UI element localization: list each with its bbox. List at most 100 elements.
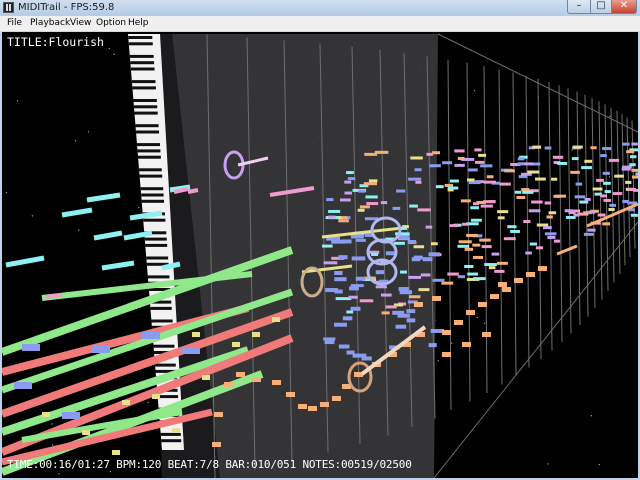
distant-note bbox=[402, 225, 409, 229]
note-block bbox=[502, 287, 511, 292]
menu-view[interactable]: View bbox=[70, 18, 92, 28]
distant-note bbox=[488, 266, 496, 270]
left-notes bbox=[5, 184, 403, 299]
distant-note bbox=[573, 213, 580, 217]
note-bar bbox=[61, 207, 93, 218]
black-key bbox=[136, 130, 160, 134]
distant-note bbox=[614, 174, 624, 178]
ripple bbox=[347, 361, 373, 393]
distant-note bbox=[395, 324, 407, 329]
app-icon[interactable] bbox=[3, 2, 14, 13]
distant-note bbox=[454, 149, 465, 153]
menu-file[interactable]: File bbox=[7, 18, 23, 28]
distant-note bbox=[458, 240, 472, 244]
distant-note bbox=[546, 215, 553, 219]
distant-note bbox=[510, 163, 521, 167]
distant-note bbox=[602, 147, 612, 151]
note-block bbox=[466, 310, 475, 315]
distant-note bbox=[579, 200, 589, 204]
note-block bbox=[320, 402, 329, 407]
black-key bbox=[144, 231, 167, 235]
distant-note bbox=[457, 156, 465, 160]
title-bar[interactable]: MIDITrail - FPS:59.8 – □ ✕ bbox=[0, 0, 640, 17]
distant-note bbox=[406, 309, 416, 314]
distant-note bbox=[442, 161, 453, 165]
distant-note bbox=[374, 150, 389, 154]
note-bar bbox=[129, 210, 163, 221]
distant-note bbox=[364, 232, 374, 237]
distant-note bbox=[413, 245, 425, 249]
grid-line bbox=[537, 78, 542, 360]
distant-note bbox=[359, 184, 369, 188]
menu-option[interactable]: Option bbox=[96, 18, 127, 28]
midi-3d-viewport[interactable]: TITLE:Flourish TIME:00:16/01:27 BPM:120 … bbox=[2, 32, 638, 478]
black-key bbox=[148, 288, 171, 291]
grid-line bbox=[512, 72, 517, 377]
distant-note bbox=[585, 210, 596, 214]
distant-note bbox=[323, 261, 338, 265]
orange-notes bbox=[42, 266, 547, 455]
close-button[interactable]: ✕ bbox=[611, 0, 637, 14]
maximize-button[interactable]: □ bbox=[590, 0, 612, 14]
distant-note bbox=[625, 180, 632, 184]
black-key bbox=[131, 80, 156, 84]
black-key bbox=[128, 42, 153, 46]
note-block bbox=[454, 320, 463, 325]
distant-note bbox=[514, 190, 522, 194]
grid-line bbox=[351, 46, 361, 445]
star bbox=[450, 342, 453, 344]
distant-note bbox=[544, 146, 552, 150]
note-bar bbox=[2, 308, 294, 418]
menu-help[interactable]: Help bbox=[128, 18, 149, 28]
distant-note bbox=[633, 188, 638, 192]
star bbox=[5, 191, 8, 194]
minimize-button[interactable]: – bbox=[567, 0, 591, 14]
distant-note bbox=[528, 189, 539, 193]
distant-note bbox=[470, 218, 482, 222]
black-key bbox=[132, 86, 156, 90]
distant-note bbox=[409, 204, 418, 208]
black-key bbox=[130, 67, 155, 71]
distant-note bbox=[425, 225, 433, 229]
distant-note bbox=[335, 297, 352, 301]
black-key bbox=[137, 149, 161, 153]
distant-note bbox=[499, 182, 511, 186]
black-key bbox=[140, 187, 164, 191]
distant-note bbox=[535, 246, 543, 250]
black-key bbox=[161, 439, 182, 443]
star bbox=[53, 40, 55, 43]
distant-note bbox=[363, 182, 378, 186]
note-block bbox=[442, 330, 451, 335]
distant-note bbox=[629, 163, 636, 167]
grid-line bbox=[433, 221, 638, 478]
note-bar bbox=[2, 346, 250, 436]
note-block bbox=[538, 266, 547, 271]
distant-note bbox=[407, 300, 418, 304]
distant-note bbox=[350, 306, 361, 311]
note-block bbox=[432, 296, 441, 301]
black-key bbox=[153, 344, 175, 348]
distant-note bbox=[464, 265, 474, 269]
star bbox=[476, 316, 479, 319]
distant-note bbox=[497, 210, 509, 214]
note-scene bbox=[2, 33, 638, 478]
note-block bbox=[112, 450, 120, 455]
distant-note bbox=[527, 170, 540, 174]
distant-note bbox=[371, 252, 379, 256]
distant-note bbox=[418, 288, 430, 292]
distant-note bbox=[468, 168, 478, 172]
grid-line bbox=[246, 37, 256, 470]
distant-note bbox=[484, 263, 497, 267]
note-block bbox=[332, 396, 341, 401]
star bbox=[51, 444, 54, 446]
distant-note bbox=[350, 234, 364, 239]
menu-playback[interactable]: Playback bbox=[30, 18, 71, 28]
distant-note bbox=[571, 157, 579, 161]
distant-note bbox=[473, 202, 480, 206]
distant-note bbox=[431, 242, 438, 246]
distant-note bbox=[428, 252, 440, 257]
note-block bbox=[462, 342, 471, 347]
grid-line bbox=[558, 85, 563, 343]
distant-note bbox=[552, 155, 564, 159]
distant-note bbox=[548, 211, 557, 215]
